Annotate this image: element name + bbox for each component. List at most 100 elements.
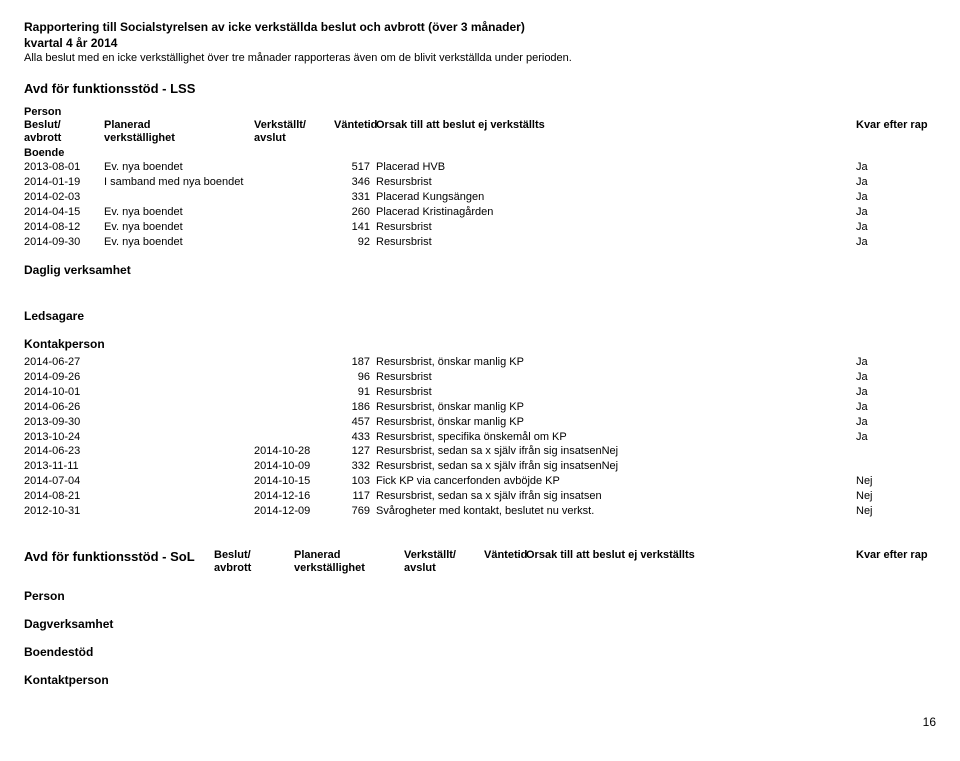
sol-col-orsak: Orsak till att beslut ej verkställts bbox=[526, 549, 695, 561]
cell-kvar: Nej bbox=[856, 474, 936, 489]
cell-vantetid: 187 bbox=[334, 355, 376, 370]
subsection-daglig: Daglig verksamhet bbox=[24, 263, 936, 277]
sol-header-row-1: Avd för funktionsstöd - SoL Beslut/ Plan… bbox=[24, 549, 936, 562]
cell-plan bbox=[104, 459, 254, 474]
cell-plan bbox=[104, 430, 254, 445]
cell-kvar: Ja bbox=[856, 400, 936, 415]
cell-orsak: Resursbrist bbox=[376, 370, 856, 385]
cell-avslut: 2014-10-09 bbox=[254, 459, 334, 474]
cell-date: 2014-06-23 bbox=[24, 444, 104, 459]
sol-header-table: Avd för funktionsstöd - SoL Beslut/ Plan… bbox=[24, 549, 936, 575]
cell-date: 2014-10-01 bbox=[24, 385, 104, 400]
cell-date: 2012-10-31 bbox=[24, 504, 104, 519]
cell-vantetid: 769 bbox=[334, 504, 376, 519]
cell-plan bbox=[104, 504, 254, 519]
cell-vantetid: 91 bbox=[334, 385, 376, 400]
cell-date: 2013-09-30 bbox=[24, 415, 104, 430]
cell-kvar: Ja bbox=[856, 160, 936, 175]
cell-orsak: Placerad Kungsängen bbox=[376, 190, 856, 205]
cell-plan bbox=[104, 190, 254, 205]
cell-avslut: 2014-12-16 bbox=[254, 489, 334, 504]
cell-kvar: Ja bbox=[856, 220, 936, 235]
col-avslut-a: Verkställt/ bbox=[254, 119, 306, 131]
cell-avslut bbox=[254, 235, 334, 250]
section-sol-title: Avd för funktionsstöd - SoL bbox=[24, 549, 195, 564]
cell-date: 2014-08-21 bbox=[24, 489, 104, 504]
cell-orsak: Svårogheter med kontakt, beslutet nu ver… bbox=[376, 504, 856, 519]
cell-avslut bbox=[254, 430, 334, 445]
col-orsak: Orsak till att beslut ej verkställts bbox=[376, 119, 545, 131]
cell-plan bbox=[104, 355, 254, 370]
cell-orsak: Resursbrist, sedan sa x själv ifrån sig … bbox=[376, 459, 856, 474]
cell-date: 2014-09-26 bbox=[24, 370, 104, 385]
cell-kvar bbox=[856, 459, 936, 474]
cell-vantetid: 92 bbox=[334, 235, 376, 250]
sol-col-avslut-b: avslut bbox=[404, 562, 436, 574]
cell-avslut bbox=[254, 175, 334, 190]
cell-avslut bbox=[254, 205, 334, 220]
col-kvar: Kvar efter rap bbox=[856, 119, 928, 131]
report-title: Rapportering till Socialstyrelsen av ick… bbox=[24, 20, 936, 36]
col-plan-a: Planerad bbox=[104, 119, 150, 131]
cell-plan bbox=[104, 415, 254, 430]
cell-vantetid: 96 bbox=[334, 370, 376, 385]
table-row: 2014-06-232014-10-28127Resursbrist, seda… bbox=[24, 444, 936, 459]
cell-plan bbox=[104, 489, 254, 504]
cell-vantetid: 433 bbox=[334, 430, 376, 445]
cell-date: 2014-06-26 bbox=[24, 400, 104, 415]
col-beslut-a: Beslut/ bbox=[24, 119, 61, 131]
col-person: Person bbox=[24, 106, 61, 118]
cell-plan bbox=[104, 400, 254, 415]
cell-orsak: Resursbrist, önskar manlig KP bbox=[376, 355, 856, 370]
cell-avslut bbox=[254, 370, 334, 385]
sol-col-vantetid: Väntetid bbox=[484, 549, 527, 561]
cell-orsak: Resursbrist, önskar manlig KP bbox=[376, 415, 856, 430]
cell-kvar: Ja bbox=[856, 355, 936, 370]
table-row: 2013-11-112014-10-09332Resursbrist, seda… bbox=[24, 459, 936, 474]
table-row: 2014-08-212014-12-16117Resursbrist, seda… bbox=[24, 489, 936, 504]
cell-date: 2013-10-24 bbox=[24, 430, 104, 445]
page-number: 16 bbox=[24, 715, 936, 729]
cell-vantetid: 117 bbox=[334, 489, 376, 504]
header-row-2: avbrott verkställighet avslut bbox=[24, 132, 936, 145]
cell-orsak: Resursbrist bbox=[376, 235, 856, 250]
cell-date: 2014-07-04 bbox=[24, 474, 104, 489]
cell-plan bbox=[104, 474, 254, 489]
cell-avslut: 2014-10-15 bbox=[254, 474, 334, 489]
table-row: 2014-06-26186Resursbrist, önskar manlig … bbox=[24, 400, 936, 415]
cell-avslut bbox=[254, 220, 334, 235]
cell-date: 2014-02-03 bbox=[24, 190, 104, 205]
subsection-kontakt: Kontakperson bbox=[24, 337, 936, 351]
cell-plan bbox=[104, 385, 254, 400]
cell-kvar: Ja bbox=[856, 430, 936, 445]
table-row: 2014-02-03331Placerad KungsängenJa bbox=[24, 190, 936, 205]
cell-plan: Ev. nya boendet bbox=[104, 160, 254, 175]
cell-kvar: Ja bbox=[856, 205, 936, 220]
cell-date: 2014-09-30 bbox=[24, 235, 104, 250]
table-row: 2014-09-30Ev. nya boendet 92ResursbristJa bbox=[24, 235, 936, 250]
cell-orsak: Resursbrist, önskar manlig KP bbox=[376, 400, 856, 415]
table-row: 2014-10-0191ResursbristJa bbox=[24, 385, 936, 400]
sol-col-plan-a: Planerad bbox=[294, 549, 340, 561]
cell-kvar: Ja bbox=[856, 370, 936, 385]
cell-kvar bbox=[856, 444, 936, 459]
header-row-1: Beslut/ Planerad Verkställt/ Väntetid Or… bbox=[24, 119, 936, 132]
kontakt-table: 2014-06-27187Resursbrist, önskar manlig … bbox=[24, 355, 936, 518]
cell-date: 2013-08-01 bbox=[24, 160, 104, 175]
report-quarter: kvartal 4 år 2014 bbox=[24, 36, 936, 52]
lss-table: Person Beslut/ Planerad Verkställt/ Vänt… bbox=[24, 106, 936, 250]
table-row: 2013-10-24 433Resursbrist, specifika önsk… bbox=[24, 430, 936, 445]
cell-orsak: Resursbrist bbox=[376, 220, 856, 235]
cell-avslut: 2014-10-28 bbox=[254, 444, 334, 459]
cell-avslut bbox=[254, 190, 334, 205]
cell-plan: Ev. nya boendet bbox=[104, 235, 254, 250]
cell-vantetid: 332 bbox=[334, 459, 376, 474]
cell-orsak: Resursbrist, specifika önskemål om KP bbox=[376, 430, 856, 445]
table-row: 2014-01-19I samband med nya boendet346Re… bbox=[24, 175, 936, 190]
cell-kvar: Ja bbox=[856, 235, 936, 250]
cell-avslut bbox=[254, 400, 334, 415]
cell-vantetid: 103 bbox=[334, 474, 376, 489]
cell-vantetid: 127 bbox=[334, 444, 376, 459]
table-row: 2014-08-12Ev. nya boendet141ResursbristJ… bbox=[24, 220, 936, 235]
cell-plan bbox=[104, 444, 254, 459]
